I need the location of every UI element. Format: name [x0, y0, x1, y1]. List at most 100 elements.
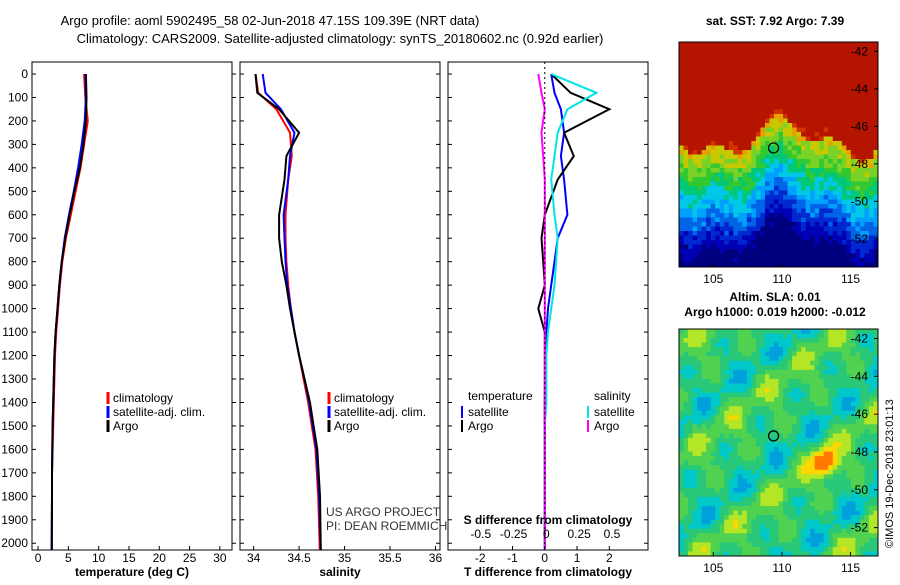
sst-map-title: sat. SST: 7.92 Argo: 7.39: [706, 14, 845, 28]
map-cell: [769, 329, 775, 335]
map-cell: [832, 60, 838, 66]
map-cell: [710, 487, 716, 494]
map-cell: [873, 249, 878, 255]
legend-label-s-argo: Argo: [594, 419, 620, 433]
map-cell: [701, 60, 707, 66]
map-cell: [805, 82, 811, 88]
map-cell: [855, 181, 861, 187]
map-cell: [764, 82, 771, 88]
map-cell: [683, 163, 689, 169]
map-cell: [733, 356, 739, 362]
map-cell: [819, 217, 825, 223]
map-cell: [873, 360, 878, 366]
map-cell: [828, 100, 834, 106]
map-cell: [692, 222, 698, 228]
map-cell: [805, 163, 811, 169]
map-cell: [760, 451, 766, 457]
map-cell: [719, 253, 725, 259]
map-cell: [724, 168, 730, 174]
map-cell: [679, 333, 685, 339]
map-cell: [769, 338, 775, 344]
map-cell: [742, 456, 748, 462]
map-cell: [819, 506, 825, 512]
map-cell: [823, 244, 829, 250]
map-cell: [810, 365, 816, 371]
map-cell: [764, 329, 771, 335]
map-cell: [810, 447, 816, 453]
map-cell: [828, 141, 834, 147]
map-cell: [715, 150, 721, 156]
map-cell: [773, 172, 780, 178]
map-cell: [728, 168, 734, 174]
map-cell: [697, 501, 703, 507]
map-cell: [810, 213, 816, 219]
map-cell: [724, 69, 730, 75]
map-cell: [801, 195, 807, 201]
map-cell: [796, 415, 802, 421]
map-cell: [715, 217, 721, 223]
map-cell: [864, 401, 870, 407]
map-cell: [719, 159, 725, 165]
map-cell: [832, 406, 838, 412]
map-cell: [724, 483, 730, 489]
map-cell: [850, 365, 856, 371]
map-cell: [801, 96, 807, 102]
map-cell: [728, 114, 734, 120]
map-cell: [710, 51, 716, 57]
map-cell: [742, 519, 748, 525]
map-cell: [868, 392, 875, 398]
map-cell: [733, 410, 739, 416]
map-cell: [683, 487, 689, 494]
map-cell: [760, 199, 766, 205]
map-cell: [715, 258, 721, 264]
map-cell: [841, 253, 847, 259]
map-cell: [746, 213, 752, 219]
map-cell: [719, 451, 725, 457]
map-cell: [733, 177, 739, 183]
map-cell: [773, 515, 780, 521]
map-cell: [868, 483, 875, 489]
map-cell: [688, 469, 694, 475]
map-cell: [864, 51, 870, 57]
map-cell: [859, 533, 866, 539]
map-cell: [846, 388, 852, 394]
map-cell: [706, 365, 712, 371]
map-cell: [787, 428, 793, 435]
map-cell: [769, 244, 775, 250]
map-cell: [814, 360, 820, 366]
map-cell: [719, 528, 725, 534]
map-cell: [855, 114, 861, 120]
map-cell: [733, 406, 739, 412]
map-cell: [683, 437, 689, 444]
map-cell: [868, 437, 875, 444]
sst-heatmap: [679, 42, 878, 267]
map-cell: [697, 177, 703, 183]
map-cell: [837, 195, 843, 201]
map-cell: [760, 244, 766, 250]
map-cell: [760, 456, 766, 462]
map-cell: [828, 424, 834, 430]
map-cell: [773, 519, 780, 525]
map-cell: [841, 506, 847, 512]
map-cell: [837, 78, 843, 84]
map-cell: [755, 55, 762, 61]
map-cell: [692, 360, 698, 366]
map-cell: [773, 374, 780, 380]
map-cell: [850, 51, 856, 57]
map-cell: [837, 347, 843, 353]
map-cell: [805, 222, 811, 228]
map-cell: [701, 186, 707, 192]
map-cell: [706, 329, 712, 335]
map-cell: [801, 91, 807, 97]
map-cell: [724, 118, 730, 124]
map-cell: [792, 428, 798, 435]
map-cell: [832, 474, 838, 480]
map-cell: [733, 433, 739, 439]
map-cell: [746, 478, 752, 484]
map-cell: [715, 235, 721, 241]
map-cell: [692, 100, 698, 106]
map-cell: [683, 244, 689, 250]
map-cell: [737, 64, 743, 70]
map-cell: [706, 262, 712, 267]
map-cell: [688, 456, 694, 462]
